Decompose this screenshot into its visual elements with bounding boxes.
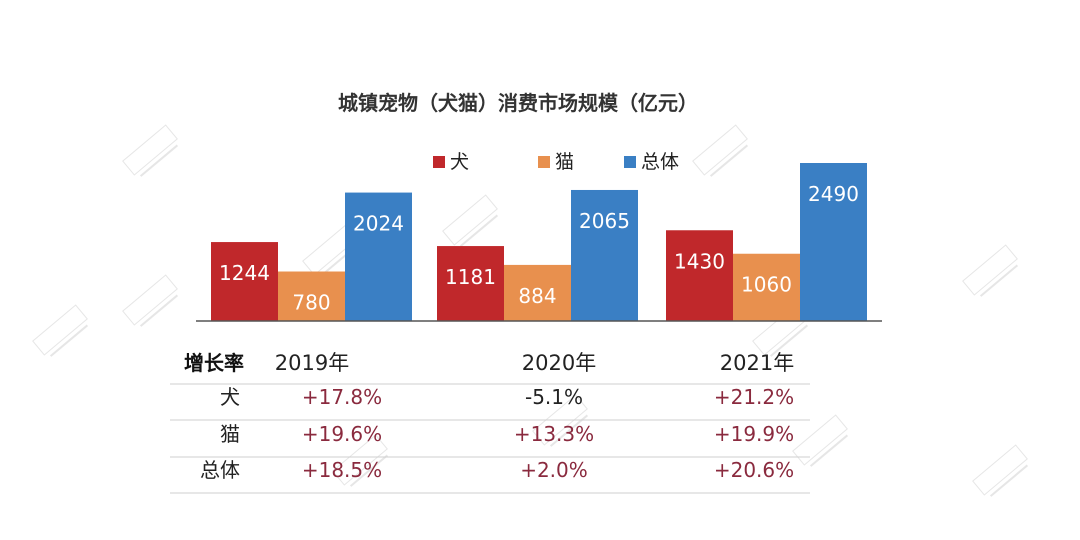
- bar-value-label: 1060: [741, 273, 792, 297]
- watermark-stamp: [122, 274, 179, 327]
- bar-value-label: 2065: [579, 209, 630, 233]
- growth-value: -5.1%: [525, 385, 583, 409]
- bars: 1244 780 2024 1181 884 2065 1430 1060 2490: [211, 163, 867, 321]
- legend-label: 犬: [450, 151, 469, 173]
- watermark-stamp: [32, 304, 89, 357]
- legend-swatch: [433, 156, 445, 168]
- watermark-stamp: [442, 194, 499, 247]
- bar-value-label: 1244: [219, 261, 270, 285]
- watermark-stamp: [122, 124, 179, 177]
- bar-value-label: 2024: [353, 212, 404, 236]
- watermark-stamp: [332, 434, 389, 487]
- bar: [278, 271, 345, 321]
- bar-value-label: 884: [518, 284, 556, 308]
- bar: [571, 189, 638, 321]
- growth-value: +13.3%: [514, 422, 594, 446]
- year-label: 2019年: [275, 351, 349, 375]
- bar: [733, 253, 800, 321]
- bar: [504, 264, 571, 321]
- growth-value: +17.8%: [302, 385, 382, 409]
- bar: [666, 230, 733, 321]
- watermark-stamp: [962, 244, 1019, 297]
- table-row-label: 猫: [220, 422, 240, 446]
- bar-value-label: 1181: [445, 265, 496, 289]
- bar-value-label: 1430: [674, 249, 725, 273]
- legend-label: 总体: [641, 151, 679, 173]
- bar-value-label: 2490: [808, 182, 859, 206]
- chart-title: 城镇宠物（犬猫）消费市场规模（亿元）: [338, 91, 698, 115]
- watermark-stamp: [792, 414, 849, 467]
- table-row-label: 总体: [200, 458, 240, 482]
- year-label: 2021年: [720, 351, 794, 375]
- legend-swatch: [624, 156, 636, 168]
- bar: [345, 192, 412, 321]
- legend-swatch: [538, 156, 550, 168]
- bar: [800, 163, 867, 321]
- bar: [211, 242, 278, 321]
- watermark-stamp: [692, 124, 749, 177]
- bar: [437, 246, 504, 321]
- legend-label: 猫: [555, 151, 574, 173]
- growth-value: +19.6%: [302, 422, 382, 446]
- growth-value: +19.9%: [714, 422, 794, 446]
- table-row-label: 犬: [220, 385, 240, 409]
- growth-value: +21.2%: [714, 385, 794, 409]
- growth-value: +2.0%: [520, 458, 588, 482]
- table-header: 增长率: [184, 351, 244, 375]
- legend: 犬 猫 总体: [433, 151, 679, 173]
- growth-value: +18.5%: [302, 458, 382, 482]
- year-label: 2020年: [522, 351, 596, 375]
- bar-value-label: 780: [292, 291, 330, 315]
- growth-value: +20.6%: [714, 458, 794, 482]
- watermark-stamp: [972, 444, 1029, 497]
